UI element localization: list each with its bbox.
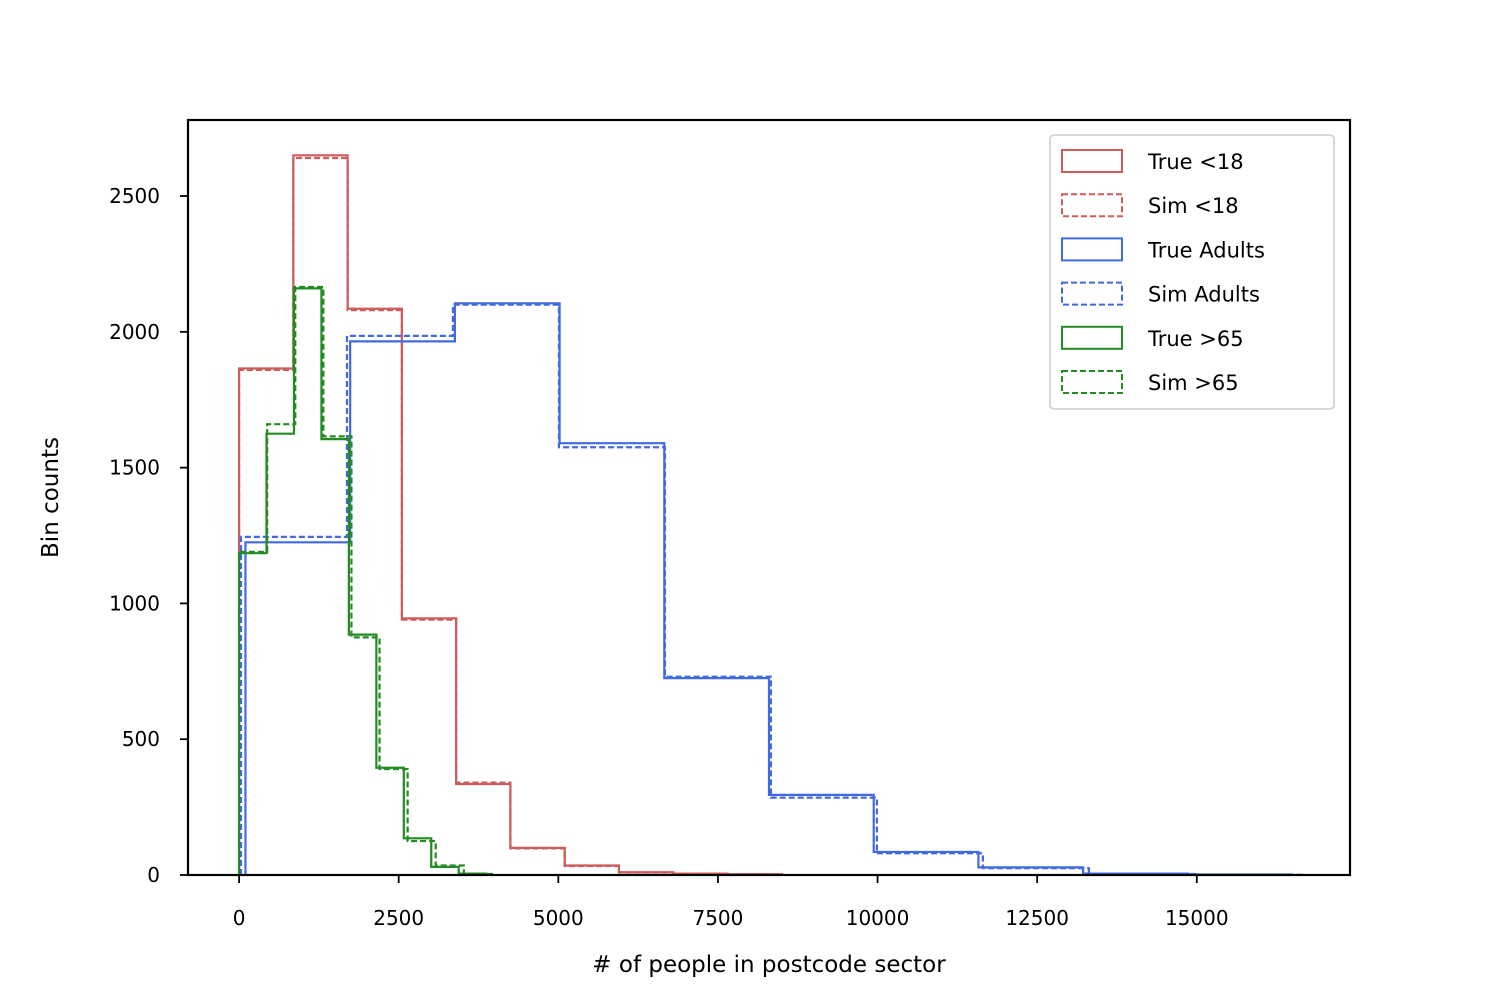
legend: True <18 Sim <18 True Adults Sim Adults True… bbox=[1049, 134, 1335, 410]
legend-label: Sim >65 bbox=[1148, 371, 1239, 395]
y-tick-label: 500 bbox=[122, 727, 160, 751]
y-tick-label: 0 bbox=[147, 863, 160, 887]
x-tick-label: 7500 bbox=[692, 906, 743, 930]
legend-label: Sim <18 bbox=[1148, 194, 1239, 218]
x-tick-label: 2500 bbox=[373, 906, 424, 930]
legend-swatch bbox=[1061, 281, 1123, 306]
y-tick-label: 2500 bbox=[109, 184, 160, 208]
series-sim-65-outline bbox=[237, 285, 494, 876]
y-tick-label: 1000 bbox=[109, 591, 160, 615]
legend-swatch bbox=[1061, 149, 1123, 173]
y-axis: 0 500 1000 1500 2000 2500 bbox=[109, 184, 188, 887]
series-sim-18-outline bbox=[237, 156, 783, 876]
series-sim-adults-outline bbox=[239, 303, 1302, 876]
legend-swatch bbox=[1061, 193, 1123, 218]
x-axis: 0 2500 5000 7500 10000 12500 15000 bbox=[233, 875, 1229, 930]
legend-box bbox=[1049, 134, 1335, 410]
legend-label: Sim Adults bbox=[1148, 283, 1260, 307]
legend-label: True <18 bbox=[1147, 150, 1244, 174]
x-tick-label: 0 bbox=[233, 906, 246, 930]
y-axis-label: Bin counts bbox=[38, 437, 64, 558]
legend-swatch bbox=[1061, 370, 1123, 394]
x-axis-label: # of people in postcode sector bbox=[592, 952, 946, 978]
x-tick-label: 5000 bbox=[533, 906, 584, 930]
x-tick-label: 12500 bbox=[1005, 906, 1069, 930]
y-tick-label: 2000 bbox=[109, 320, 160, 344]
legend-label: True >65 bbox=[1147, 327, 1244, 351]
series-true-65-outline bbox=[237, 287, 488, 875]
plot-frame bbox=[186, 118, 1352, 877]
legend-label: True Adults bbox=[1147, 238, 1265, 262]
series-true-18-outline bbox=[237, 154, 783, 876]
legend-swatch bbox=[1061, 325, 1123, 350]
y-tick-label: 1500 bbox=[109, 456, 160, 480]
legend-swatch bbox=[1061, 237, 1123, 262]
x-tick-label: 10000 bbox=[846, 906, 910, 930]
x-tick-label: 15000 bbox=[1165, 906, 1229, 930]
